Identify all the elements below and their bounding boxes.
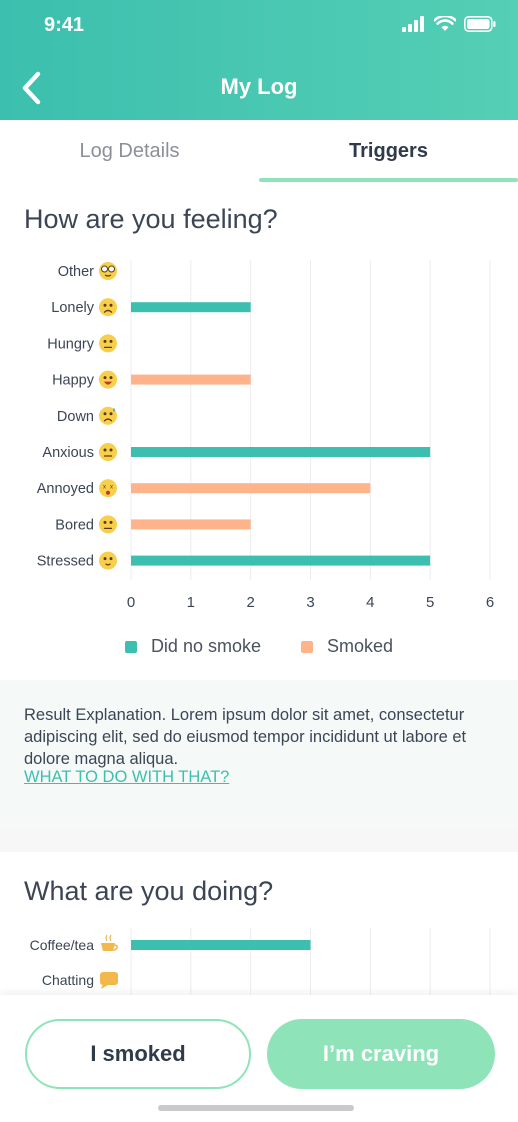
category-label: Hungry bbox=[47, 336, 94, 352]
sad-face-icon bbox=[99, 298, 117, 317]
svg-text:x: x bbox=[103, 485, 106, 491]
legend-swatch-teal bbox=[124, 640, 137, 653]
bar-did-no-smoke bbox=[131, 447, 431, 457]
signal-icon bbox=[402, 16, 424, 32]
chart-legend: Did no smoke Smoked bbox=[0, 636, 518, 657]
nerd-face-icon bbox=[99, 262, 117, 280]
battery-icon bbox=[464, 16, 496, 32]
category-label: Happy bbox=[52, 373, 95, 389]
svg-text:x: x bbox=[110, 485, 113, 491]
neutral-face-icon bbox=[99, 334, 117, 353]
chat-bubble-icon bbox=[100, 972, 118, 989]
bored-face-icon bbox=[99, 515, 117, 534]
home-indicator bbox=[158, 1105, 354, 1111]
legend-swatch-orange bbox=[301, 640, 313, 653]
page-title: My Log bbox=[220, 74, 298, 99]
category-label: Down bbox=[57, 409, 94, 425]
category-label: Chatting bbox=[42, 972, 94, 988]
doing-section-title: What are you doing? bbox=[24, 876, 274, 906]
status-icons bbox=[402, 16, 496, 32]
x-tick-label: 3 bbox=[306, 594, 314, 611]
tab-triggers[interactable]: Triggers bbox=[259, 120, 518, 182]
category-label: Other bbox=[58, 264, 94, 280]
legend-label: Smoked bbox=[327, 636, 394, 656]
category-label: Annoyed bbox=[37, 481, 94, 497]
category-label: Stressed bbox=[37, 554, 94, 570]
result-explanation-box: Result Explanation. Lorem ipsum dolor si… bbox=[0, 680, 518, 830]
result-explanation-text: Result Explanation. Lorem ipsum dolor si… bbox=[24, 706, 467, 768]
back-button[interactable] bbox=[16, 68, 50, 108]
stressed-face-icon bbox=[99, 551, 117, 570]
x-tick-label: 1 bbox=[187, 594, 195, 611]
sweaty-face-icon bbox=[99, 406, 117, 425]
doing-chart: Coffee/tea Chatting bbox=[30, 928, 491, 998]
category-label: Lonely bbox=[51, 300, 94, 316]
wifi-icon bbox=[434, 16, 456, 31]
x-tick-label: 6 bbox=[486, 594, 494, 611]
bar-smoked bbox=[131, 374, 251, 385]
section-divider bbox=[0, 830, 518, 852]
coffee-cup-icon bbox=[101, 934, 118, 951]
legend-label: Did no smoke bbox=[150, 636, 261, 656]
bar-smoked bbox=[131, 519, 251, 530]
x-tick-label: 5 bbox=[426, 594, 434, 611]
category-label: Anxious bbox=[42, 445, 94, 461]
feeling-chart: 0 1 2 3 4 5 6 Other Lonely Hungry Happy Down Anxious… bbox=[37, 260, 494, 611]
i-smoked-button[interactable]: I smoked bbox=[25, 1019, 251, 1089]
legend-item-smoked: Smoked bbox=[301, 636, 393, 657]
category-label: Coffee/tea bbox=[30, 937, 95, 953]
feeling-section-title: How are you feeling? bbox=[24, 204, 278, 234]
x-tick-label: 0 bbox=[127, 594, 135, 611]
im-craving-button[interactable]: I’m craving bbox=[267, 1019, 495, 1089]
legend-item-did-no-smoke: Did no smoke bbox=[124, 636, 261, 657]
bar-did-no-smoke bbox=[131, 555, 431, 566]
bar-smoked bbox=[131, 483, 371, 494]
status-time: 9:41 bbox=[44, 14, 85, 36]
x-tick-label: 4 bbox=[366, 594, 374, 611]
app-header: 9:41 My Log bbox=[0, 0, 518, 120]
category-label: Bored bbox=[55, 517, 94, 533]
worried-face-icon bbox=[99, 443, 117, 461]
chevron-left-icon bbox=[22, 71, 41, 105]
what-to-do-link[interactable]: WHAT TO DO WITH THAT? bbox=[24, 768, 230, 786]
tab-log-details[interactable]: Log Details bbox=[79, 140, 180, 162]
bar-did-no-smoke bbox=[131, 940, 311, 950]
tab-bar: Log Details Triggers bbox=[0, 120, 518, 182]
x-tick-label: 2 bbox=[246, 594, 254, 611]
bottom-action-bar: I smoked I’m craving bbox=[0, 995, 518, 1122]
happy-face-icon bbox=[99, 370, 117, 389]
bar-did-no-smoke bbox=[131, 302, 251, 313]
